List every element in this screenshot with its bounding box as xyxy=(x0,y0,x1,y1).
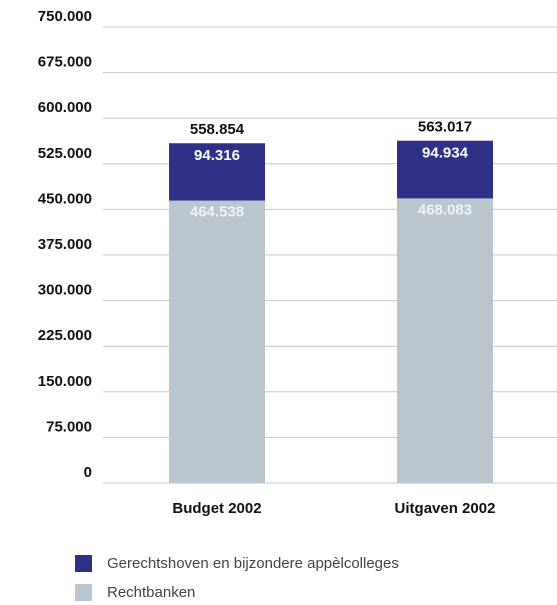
bar-segment xyxy=(397,198,493,484)
y-tick-label: 525.000 xyxy=(38,145,92,162)
legend-label: Rechtbanken xyxy=(107,584,195,601)
total-label: 558.854 xyxy=(190,121,245,138)
y-tick-label: 150.000 xyxy=(38,373,92,390)
y-tick-label: 375.000 xyxy=(38,236,92,253)
total-label: 563.017 xyxy=(418,119,472,136)
legend-label: Gerechtshoven en bijzondere appèlcollege… xyxy=(107,555,399,572)
value-label: 94.316 xyxy=(194,147,240,164)
bar-segment xyxy=(169,200,265,483)
y-tick-label: 600.000 xyxy=(38,99,92,116)
y-tick-label: 75.000 xyxy=(46,418,92,435)
x-tick-label: Budget 2002 xyxy=(172,500,261,517)
y-tick-label: 450.000 xyxy=(38,190,92,207)
value-label: 464.538 xyxy=(190,204,244,221)
value-label: 94.934 xyxy=(422,145,469,162)
value-label: 468.083 xyxy=(418,201,472,218)
y-tick-label: 750.000 xyxy=(38,8,92,25)
legend-swatch xyxy=(75,555,92,572)
bar-segment xyxy=(397,140,493,199)
legend-swatch xyxy=(75,584,92,601)
y-tick-label: 0 xyxy=(84,464,92,481)
y-tick-label: 300.000 xyxy=(38,282,92,299)
bar-segment xyxy=(169,143,265,201)
y-tick-label: 675.000 xyxy=(38,54,92,71)
y-tick-label: 225.000 xyxy=(38,327,92,344)
x-tick-label: Uitgaven 2002 xyxy=(395,500,496,517)
